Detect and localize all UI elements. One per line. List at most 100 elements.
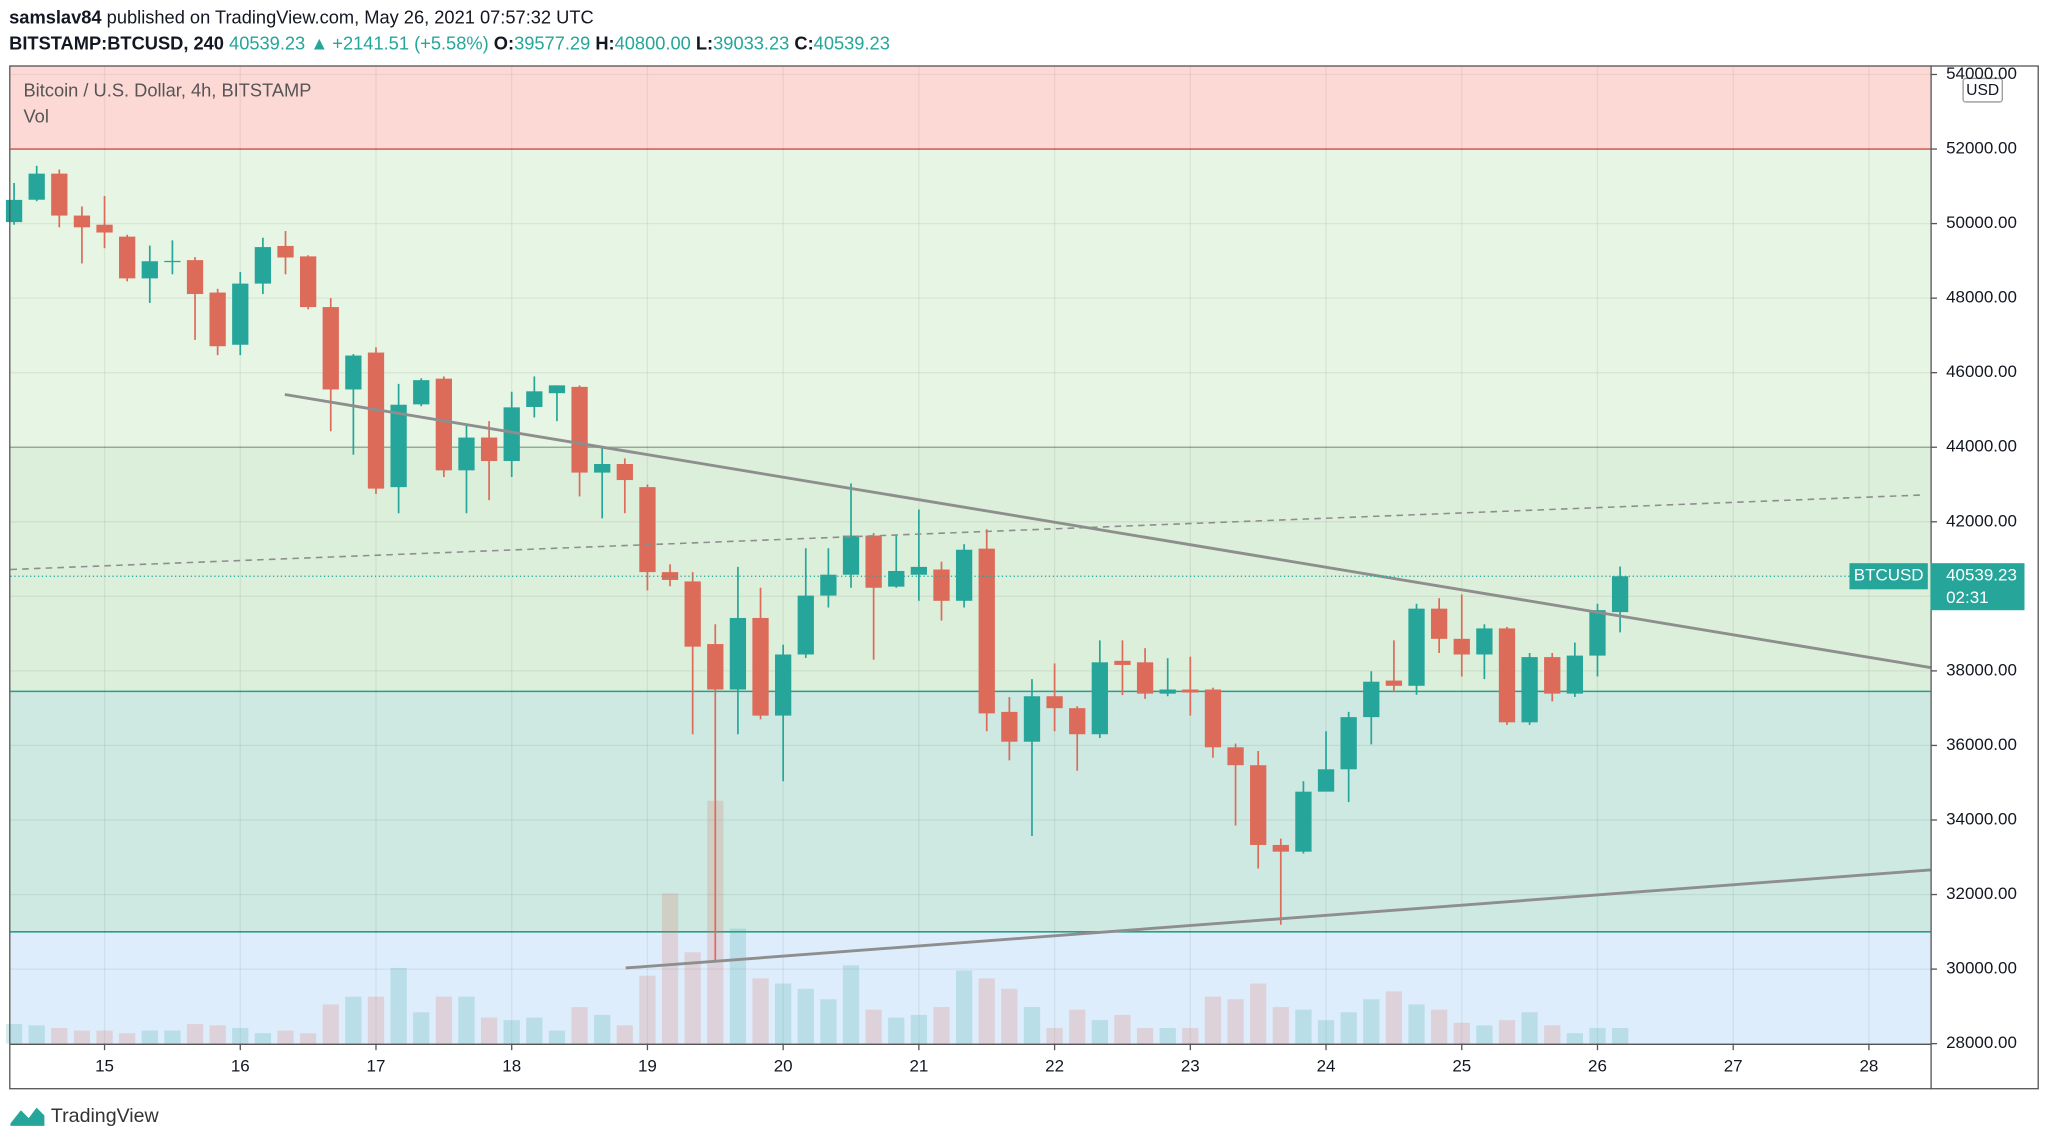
candle-body <box>5 199 23 223</box>
volume-bar <box>1001 988 1018 1044</box>
candle-body <box>1589 610 1606 656</box>
arrow: ▲ <box>310 32 328 53</box>
candle-body <box>1385 680 1403 686</box>
candle-body <box>1136 662 1154 694</box>
volume-bar <box>1227 999 1244 1044</box>
volume-bar <box>775 983 792 1044</box>
logo: TradingView <box>10 1105 160 1127</box>
volume-bar <box>752 978 769 1044</box>
candle-body <box>322 307 339 390</box>
last: 40539.23 <box>229 32 305 53</box>
volume-bar <box>435 996 452 1044</box>
volume-bar <box>1069 1009 1086 1044</box>
volume-bar <box>661 893 679 1044</box>
candle-body <box>1453 638 1470 655</box>
volume-bar <box>842 965 860 1044</box>
volume-bar <box>480 1017 498 1044</box>
x-tick-label: 25 <box>1452 1057 1471 1076</box>
volume-bar <box>1159 1027 1176 1044</box>
candle-body <box>299 256 317 308</box>
countdown: 02:31 <box>1946 588 1988 607</box>
currency: USD <box>1966 82 1999 99</box>
candle-body <box>1521 657 1538 723</box>
volume-bar <box>1589 1027 1606 1044</box>
volume-bar <box>1363 999 1380 1044</box>
candle-body <box>1566 655 1584 694</box>
trendline <box>10 494 1924 571</box>
candle-body <box>978 548 995 714</box>
change: +2141.51 (+5.58%) <box>332 32 488 53</box>
volume-bar <box>1182 1027 1199 1044</box>
candle-body <box>1069 708 1086 735</box>
x-tick-label: 26 <box>1588 1057 1607 1076</box>
volume-bar <box>28 1025 45 1044</box>
volume-bar <box>1521 1012 1538 1044</box>
candle-body <box>96 224 113 233</box>
volume-bar <box>186 1024 204 1044</box>
candle-body <box>1001 711 1018 742</box>
candle-body <box>186 260 204 295</box>
volume-bar <box>1385 991 1403 1044</box>
o: 39577.29 <box>514 32 590 53</box>
volume-bar <box>1611 1027 1629 1044</box>
zone <box>10 691 1931 932</box>
volume-bar <box>299 1033 317 1044</box>
y-tick-label: 50000.00 <box>1946 213 2017 232</box>
volume-bar <box>1023 1007 1041 1044</box>
candle-body <box>345 355 362 390</box>
legend-title: Bitcoin / U.S. Dollar, 4h, BITSTAMP <box>24 79 312 100</box>
candle-body <box>684 581 701 647</box>
frame <box>9 65 2039 1090</box>
candle-body <box>1272 844 1289 852</box>
volume-bar <box>571 1007 588 1044</box>
l-label: L: <box>696 32 713 53</box>
x-tick-label: 20 <box>774 1057 793 1076</box>
volume-bar <box>797 988 814 1044</box>
volume-bar <box>1136 1027 1154 1044</box>
candle-body <box>73 215 91 228</box>
candle-body <box>910 566 928 575</box>
candle-body <box>571 386 588 473</box>
candle-body <box>277 245 294 258</box>
x-tick-label: 17 <box>367 1057 386 1076</box>
candle-body <box>1340 717 1357 770</box>
candle-body <box>661 572 679 580</box>
volume-bar <box>1317 1020 1335 1044</box>
candle-body <box>141 261 158 279</box>
h: 40800.00 <box>615 32 691 53</box>
volume-bar <box>345 996 362 1044</box>
volume-bar <box>73 1030 91 1044</box>
candle-body <box>526 391 543 407</box>
candle-body <box>390 404 407 488</box>
volume-bar <box>1498 1020 1516 1044</box>
legend-volume: Vol <box>24 105 49 126</box>
y-tick-label: 32000.00 <box>1946 884 2017 903</box>
symbol-box <box>1849 563 1928 590</box>
candle-body <box>254 247 272 284</box>
volume-bar <box>684 952 701 1044</box>
candle-body <box>1317 769 1335 792</box>
candle-body <box>1498 628 1516 723</box>
y-tick-label: 46000.00 <box>1946 362 2017 381</box>
zone <box>10 931 1931 1044</box>
y-tick-label: 30000.00 <box>1946 959 2017 978</box>
candle-body <box>1363 681 1380 718</box>
candle-body <box>480 437 498 462</box>
volume-bar <box>594 1014 611 1044</box>
candle-body <box>1023 696 1041 742</box>
x-tick-label: 24 <box>1317 1057 1336 1076</box>
zone <box>10 65 1931 150</box>
volume-bar <box>119 1033 136 1044</box>
volume-bar <box>1114 1014 1131 1044</box>
candle-body <box>1159 689 1176 694</box>
author: samslav84 <box>9 6 102 27</box>
candle-body <box>1295 791 1312 852</box>
y-tick-label: 38000.00 <box>1946 660 2017 679</box>
candle-body <box>729 617 747 690</box>
volume-bar <box>820 999 837 1044</box>
volume-bar <box>5 1024 23 1044</box>
volume-bar <box>955 970 973 1044</box>
ohlc-line: BITSTAMP:BTCUSD, 240 40539.23 ▲ +2141.51 … <box>9 32 890 53</box>
